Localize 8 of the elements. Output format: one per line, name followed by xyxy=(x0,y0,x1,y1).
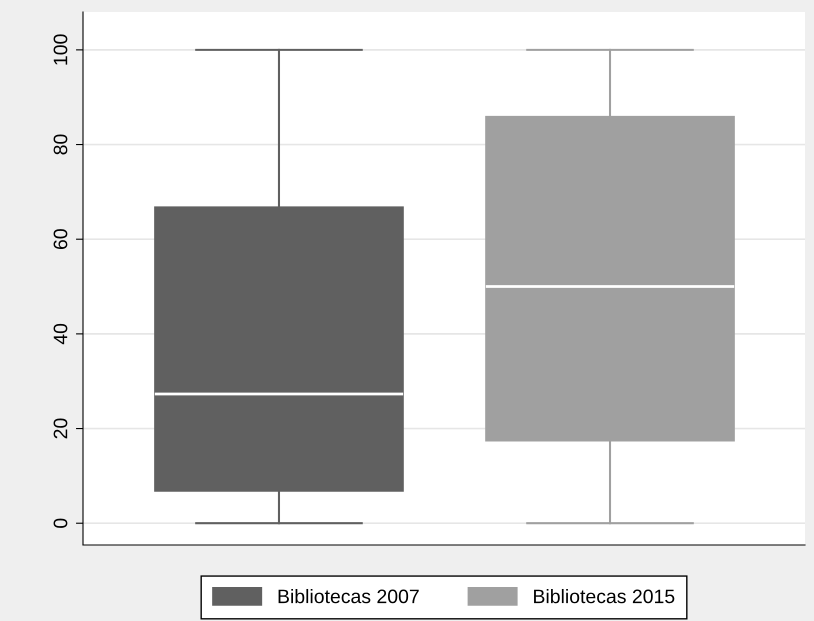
y-tick-label: 20 xyxy=(54,418,68,438)
legend-label: Bibliotecas 2015 xyxy=(534,588,674,604)
y-tick-label: 60 xyxy=(54,229,68,250)
y-tick-label: 0 xyxy=(54,518,68,528)
y-tick-label: 100 xyxy=(54,34,68,65)
legend-label: Bibliotecas 2007 xyxy=(278,588,419,604)
y-tick-label: 40 xyxy=(54,324,68,344)
y-tick-label: 80 xyxy=(54,134,68,155)
